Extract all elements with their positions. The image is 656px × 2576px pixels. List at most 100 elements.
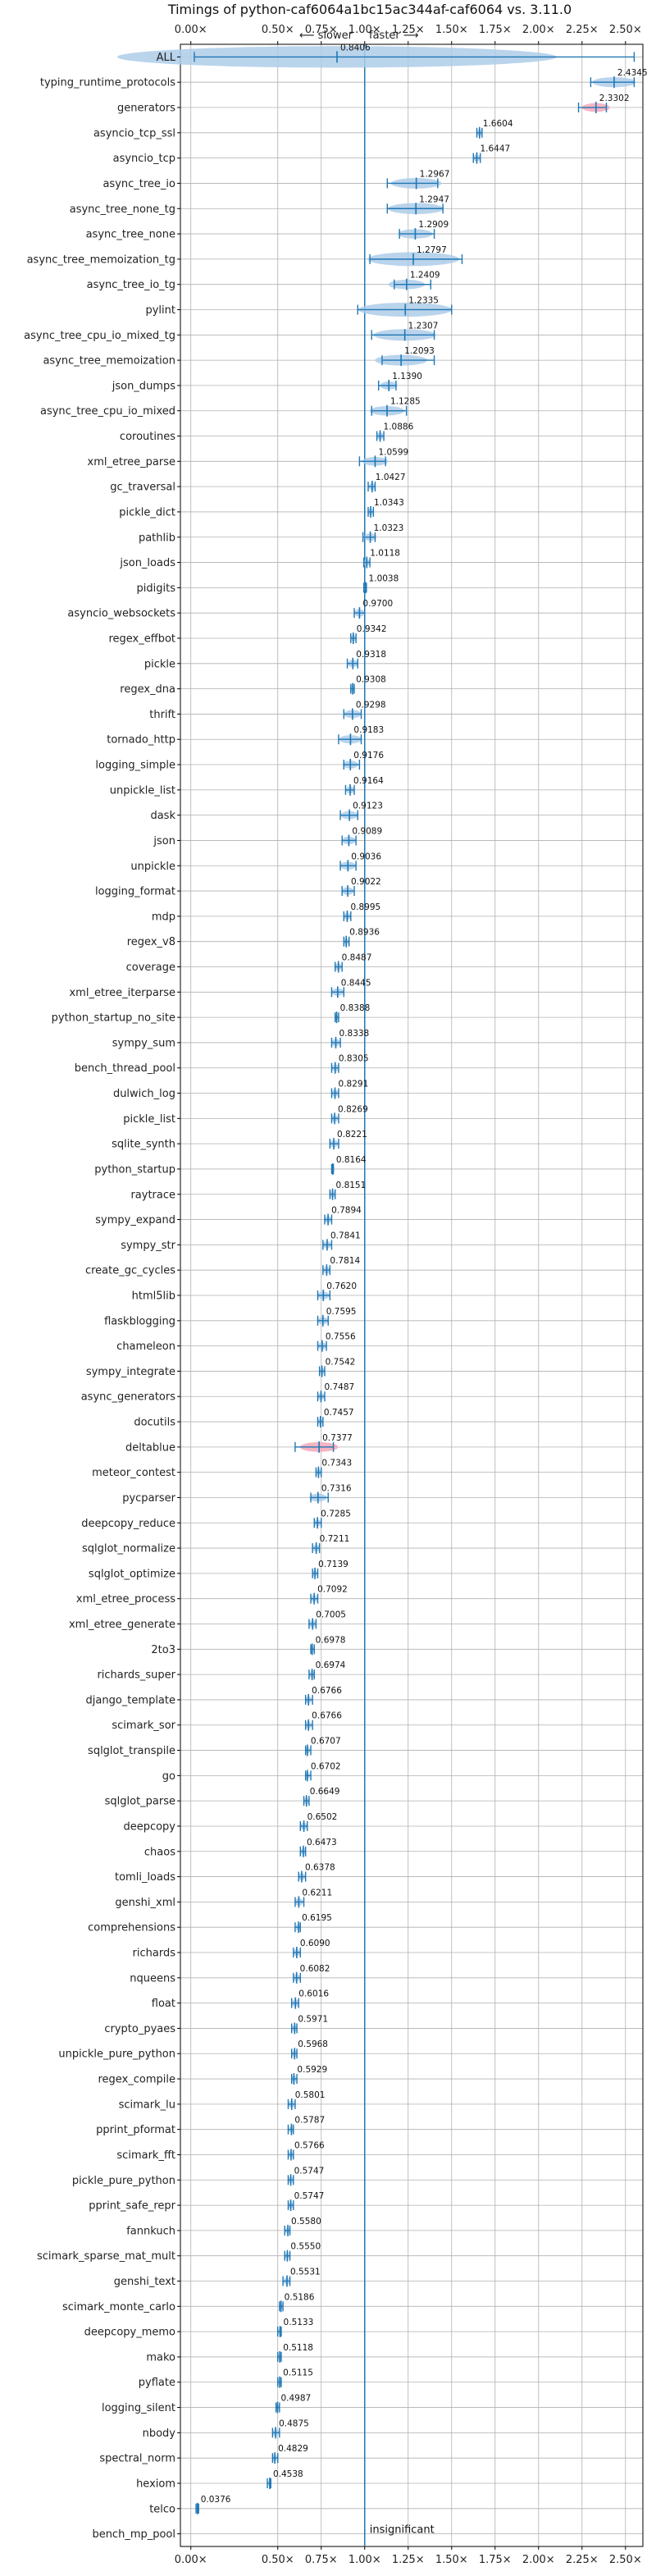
value-label: 0.7595 (326, 1307, 357, 1317)
x-tick-label-bottom: 2.25× (566, 2554, 599, 2566)
value-label: 0.9176 (353, 751, 384, 760)
value-label: 0.4875 (279, 2418, 309, 2428)
value-label: 1.1285 (390, 397, 421, 407)
category-label: async_tree_cpu_io_mixed_tg (24, 330, 175, 342)
value-label: 1.0886 (384, 422, 414, 432)
value-label: 0.7841 (330, 1231, 361, 1240)
category-label: nbody (143, 2428, 176, 2440)
value-label: 0.7556 (326, 1332, 356, 1342)
category-label: bench_mp_pool (92, 2528, 175, 2541)
category-label: async_tree_none_tg (70, 203, 175, 216)
value-label: 0.7139 (318, 1560, 348, 1569)
value-label: 0.8487 (342, 952, 372, 962)
category-label: async_tree_io_tg (87, 279, 175, 291)
x-tick-label-top: 0.50× (262, 24, 294, 36)
category-label: logging_silent (102, 2402, 175, 2414)
category-label: sympy_integrate (86, 1366, 175, 1378)
category-label: asyncio_websockets (67, 608, 175, 620)
category-label: scimark_sparse_mat_mult (37, 2250, 175, 2263)
category-label: comprehensions (88, 1922, 175, 1934)
value-label: 0.5580 (291, 2217, 321, 2227)
category-label: sympy_expand (95, 1214, 175, 1226)
category-label: deepcopy (123, 1820, 175, 1833)
x-tick-label-top: 1.50× (435, 24, 468, 36)
value-label: 0.5929 (297, 2065, 327, 2075)
category-label: docutils (134, 1417, 175, 1429)
value-label: 0.7211 (320, 1534, 350, 1544)
value-label: 0.7316 (321, 1483, 352, 1493)
category-label: coroutines (120, 431, 175, 443)
category-label: chameleon (116, 1341, 175, 1353)
category-label: go (162, 1770, 175, 1783)
category-label: chaos (144, 1846, 175, 1858)
value-label: 0.8406 (340, 43, 371, 53)
x-tick-label-top: 1.00× (348, 24, 381, 36)
chart-title: Timings of python-caf6064a1bc15ac344af-c… (167, 2, 572, 17)
category-label: sqlglot_optimize (89, 1568, 175, 1580)
value-label: 0.6016 (298, 1989, 329, 1999)
value-label: 0.4829 (278, 2444, 308, 2454)
category-label: genshi_xml (115, 1897, 175, 1909)
category-label: typing_runtime_protocols (40, 77, 175, 89)
value-label: 0.5766 (294, 2140, 325, 2150)
value-label: 0.5550 (290, 2242, 321, 2252)
value-label: 0.7092 (317, 1585, 348, 1595)
category-label: async_tree_cpu_io_mixed (40, 405, 175, 418)
value-label: 0.5747 (294, 2166, 325, 2176)
value-label: 0.6649 (310, 1787, 340, 1797)
value-label: 0.8388 (340, 1003, 371, 1013)
value-label: 0.9022 (351, 877, 381, 887)
category-label: pprint_pformat (96, 2124, 175, 2136)
value-label: 0.8221 (337, 1130, 367, 1140)
category-label: gc_traversal (110, 482, 175, 494)
category-label: sqlite_synth (112, 1139, 175, 1151)
category-label: pyflate (139, 2377, 175, 2389)
value-label: 1.6604 (483, 119, 513, 129)
value-label: 0.7894 (331, 1206, 362, 1216)
value-label: 1.0427 (376, 473, 406, 482)
insignificant-annotation: insignificant (370, 2524, 435, 2537)
category-label: asyncio_tcp_ssl (93, 127, 175, 139)
category-label: coverage (126, 961, 175, 974)
category-label: fannkuch (126, 2225, 175, 2237)
category-label: telco (149, 2503, 175, 2515)
value-label: 1.0038 (369, 573, 399, 583)
category-label: django_template (86, 1694, 175, 1706)
x-tick-label-bottom: 2.00× (522, 2554, 555, 2566)
category-label: richards (133, 1948, 176, 1960)
value-label: 0.7377 (322, 1433, 353, 1443)
category-label: pprint_safe_repr (89, 2200, 175, 2213)
category-label: logging_simple (95, 760, 175, 772)
value-label: 0.6211 (302, 1888, 332, 1898)
value-label: 0.9164 (353, 776, 384, 786)
category-label: python_startup_no_site (52, 1012, 175, 1025)
category-label: float (152, 1998, 175, 2010)
value-label: 1.2797 (417, 245, 447, 255)
value-label: 1.2335 (408, 295, 439, 305)
value-label: 0.7542 (326, 1357, 356, 1367)
category-label: json (153, 835, 175, 847)
category-label: xml_etree_iterparse (69, 987, 175, 999)
value-label: 1.0323 (374, 523, 404, 533)
value-label: 0.8936 (349, 928, 380, 938)
category-label: regex_v8 (127, 936, 175, 948)
category-label: python_startup (94, 1163, 175, 1176)
x-tick-label-top: 2.50× (609, 24, 642, 36)
category-label: pathlib (139, 532, 175, 544)
value-label: 0.8269 (338, 1104, 368, 1114)
x-tick-label-bottom: 0.75× (305, 2554, 338, 2566)
category-label: asyncio_tcp (113, 153, 175, 165)
value-label: 0.6766 (312, 1711, 342, 1721)
category-label: richards_super (97, 1669, 175, 1682)
category-label: ALL (157, 52, 176, 64)
value-label: 0.6974 (316, 1660, 346, 1670)
value-label: 0.5747 (294, 2191, 325, 2201)
value-label: 0.6090 (300, 1939, 330, 1948)
value-label: 0.8164 (336, 1155, 367, 1165)
category-label: pickle_dict (119, 506, 175, 518)
value-label: 1.6447 (480, 144, 510, 154)
category-label: pidigits (137, 582, 176, 595)
value-label: 1.2909 (418, 220, 449, 230)
category-label: scimark_monte_carlo (62, 2301, 175, 2313)
x-tick-label-top: 1.75× (479, 24, 512, 36)
